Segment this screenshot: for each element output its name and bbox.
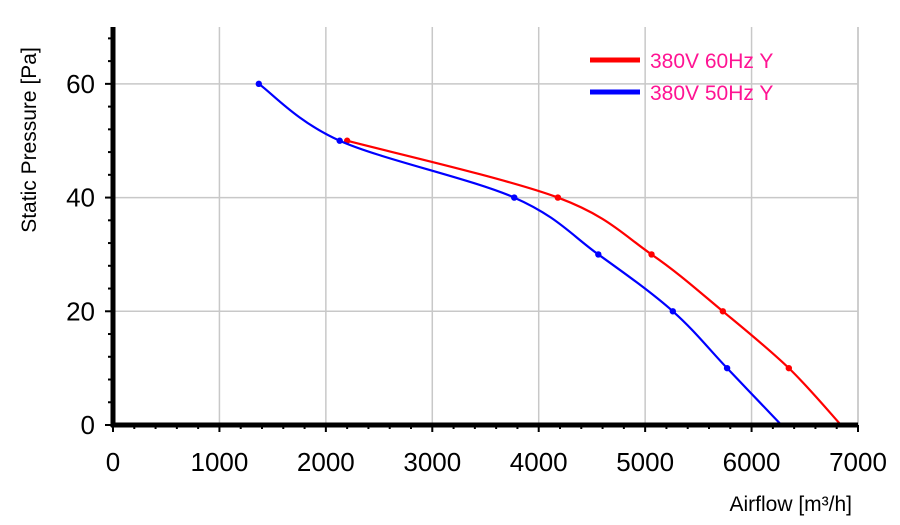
axes (105, 27, 859, 432)
series-line-1 (258, 82, 783, 426)
series-0-point-2 (648, 251, 655, 258)
x-tick-label-4000: 4000 (510, 447, 568, 477)
x-tick-label-3000: 3000 (403, 447, 461, 477)
series-1-point-4 (669, 308, 677, 315)
tick-labels: 0 1000 2000 3000 4000 5000 6000 7000 0 20 40 60 (66, 69, 887, 477)
series-1-point-0 (255, 80, 263, 88)
grid-lines (113, 27, 859, 425)
x-tick-label-2000: 2000 (297, 447, 355, 477)
x-tick-label-5000: 5000 (616, 447, 674, 477)
series-1-point-2 (511, 194, 518, 201)
x-tick-label-7000: 7000 (829, 447, 887, 477)
x-axis-title: Airflow [m³/h] (729, 493, 852, 516)
y-axis-title: Static Pressure [Pa] (18, 47, 41, 233)
y-tick-label-0: 0 (81, 410, 95, 440)
legend: 380V 60Hz Y 380V 50Hz Y (590, 50, 773, 105)
series-line-0 (346, 139, 842, 426)
series-0-point-4 (785, 364, 793, 372)
y-tick-label-20: 20 (66, 296, 95, 326)
series-1-point-5 (723, 364, 731, 372)
series-lines (255, 80, 842, 426)
series-1-point-1 (336, 137, 343, 144)
legend-label-50hz: 380V 50Hz Y (650, 82, 773, 105)
x-tick-label-6000: 6000 (723, 447, 781, 477)
y-tick-label-60: 60 (66, 69, 95, 99)
y-tick-label-40: 40 (66, 183, 95, 213)
series-1-point-3 (595, 251, 602, 258)
series-0-point-1 (554, 194, 562, 201)
legend-label-60hz: 380V 60Hz Y (650, 50, 773, 73)
x-tick-label-1000: 1000 (191, 447, 249, 477)
series-0-point-3 (719, 308, 727, 315)
x-tick-label-0: 0 (106, 447, 120, 477)
